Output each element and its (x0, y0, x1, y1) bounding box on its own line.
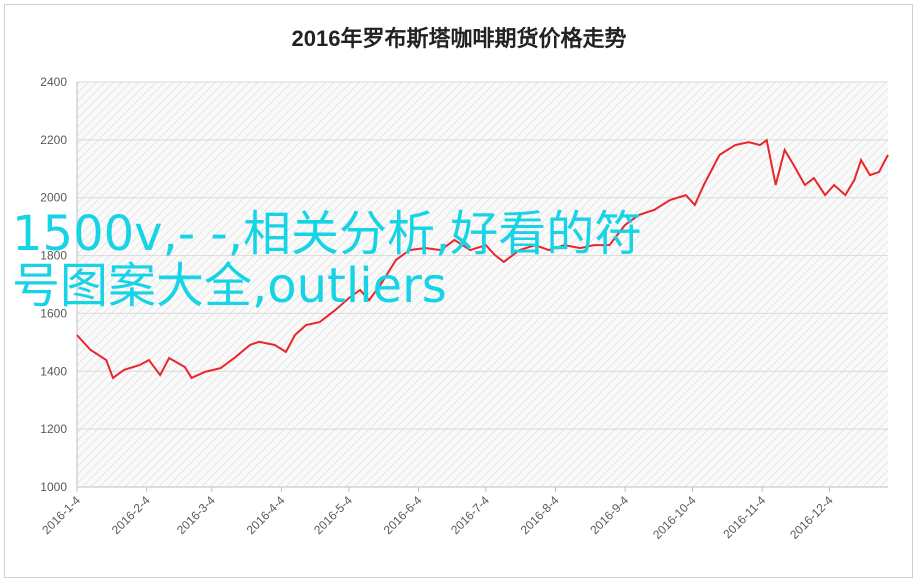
y-tick-label: 2000 (40, 191, 67, 205)
y-tick-label: 1000 (40, 480, 67, 494)
watermark: 1500v,- -,相关分析,好看的符号图案大全,outliers (12, 206, 643, 314)
y-tick-label: 2400 (40, 75, 67, 89)
chart-title: 2016年罗布斯塔咖啡期货价格走势 (292, 26, 627, 51)
y-tick-label: 1200 (40, 422, 67, 436)
plot-area (77, 82, 888, 487)
y-tick-label: 1800 (40, 249, 67, 263)
y-tick-label: 1400 (40, 364, 67, 378)
y-tick-label: 2200 (40, 133, 67, 147)
y-tick-label: 1600 (40, 306, 67, 320)
line (76, 138, 889, 380)
